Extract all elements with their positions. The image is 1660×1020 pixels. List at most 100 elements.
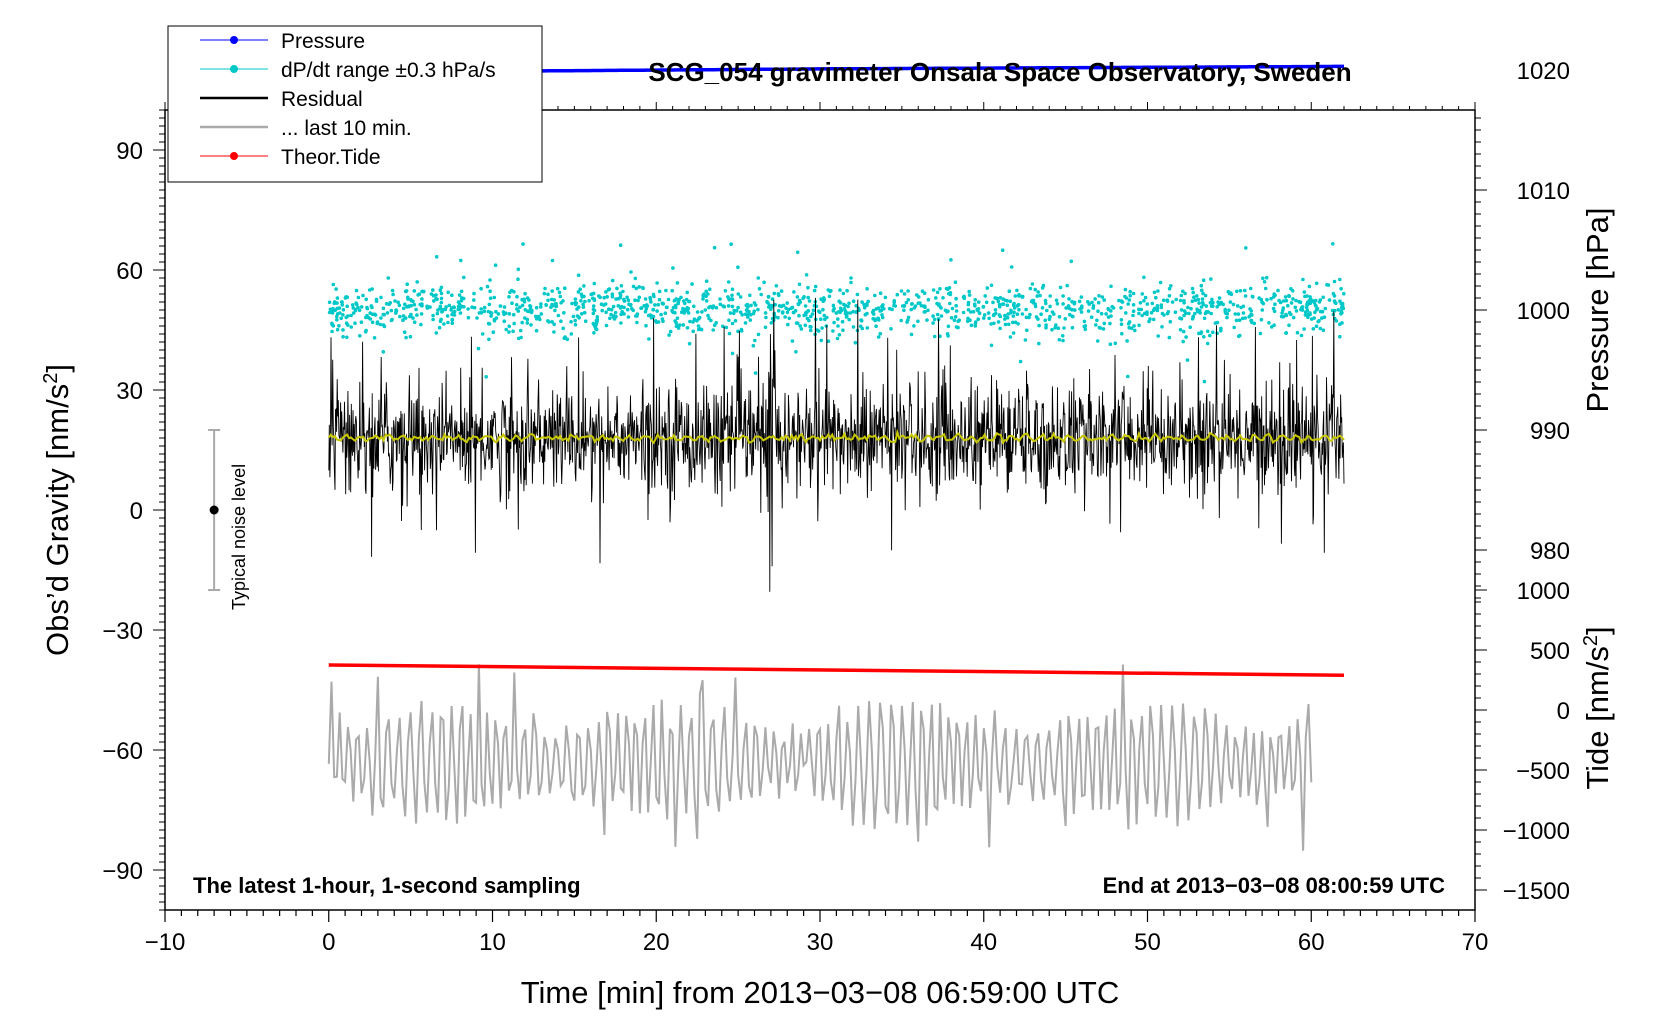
y-left-axis: 90 60 30 0 −30 −60 −90 bbox=[102, 109, 165, 911]
dpdt-point bbox=[631, 284, 636, 289]
dpdt-point bbox=[967, 293, 972, 297]
dpdt-point bbox=[661, 302, 665, 306]
dpdt-point bbox=[727, 318, 731, 323]
dpdt-point bbox=[652, 294, 656, 299]
dpdt-point bbox=[1248, 286, 1253, 291]
dpdt-point bbox=[1197, 331, 1201, 336]
dpdt-point bbox=[441, 307, 446, 312]
dpdt-point bbox=[877, 318, 881, 322]
dpdt-point bbox=[1333, 300, 1337, 305]
dpdt-point bbox=[552, 298, 556, 302]
dpdt-point bbox=[1305, 294, 1309, 298]
dpdt-point bbox=[409, 299, 414, 303]
dpdt-point bbox=[611, 304, 616, 309]
dpdt-point bbox=[488, 289, 492, 294]
legend: Pressure dP/dt range ±0.3 hPa/s Residual..… bbox=[167, 25, 543, 183]
dpdt-point bbox=[412, 289, 417, 293]
dpdt-point bbox=[714, 321, 718, 325]
dpdt-point bbox=[973, 320, 978, 324]
dpdt-point bbox=[701, 297, 705, 301]
dpdt-point bbox=[1057, 315, 1062, 319]
dpdt-point bbox=[797, 313, 801, 318]
dpdt-point bbox=[1064, 306, 1068, 310]
dpdt-point bbox=[1258, 331, 1263, 336]
dpdt-point bbox=[740, 313, 744, 317]
y-left-tick-label: 90 bbox=[116, 138, 143, 165]
dpdt-point bbox=[659, 312, 663, 317]
dpdt-point bbox=[967, 289, 971, 294]
dpdt-point bbox=[1043, 318, 1047, 323]
dpdt-point bbox=[1120, 300, 1125, 304]
dpdt-point bbox=[563, 286, 567, 291]
dpdt-point bbox=[976, 317, 980, 322]
dpdt-point bbox=[936, 303, 941, 307]
dpdt-point bbox=[983, 294, 987, 298]
dpdt-point bbox=[434, 293, 438, 297]
dpdt-point bbox=[550, 258, 555, 263]
dpdt-point bbox=[1170, 300, 1175, 304]
dpdt-point bbox=[404, 335, 408, 340]
dpdt-point bbox=[840, 319, 845, 324]
dpdt-point bbox=[337, 324, 341, 328]
dpdt-point bbox=[1023, 338, 1028, 342]
dpdt-point bbox=[1208, 333, 1212, 338]
dpdt-point bbox=[847, 317, 851, 322]
dpdt-point bbox=[880, 315, 885, 320]
dpdt-point bbox=[671, 266, 675, 270]
dpdt-point bbox=[1078, 307, 1082, 311]
dpdt-point bbox=[987, 316, 991, 321]
dpdt-point bbox=[350, 303, 355, 307]
dpdt-point bbox=[1067, 297, 1071, 301]
dpdt-point bbox=[1340, 321, 1344, 325]
dpdt-point bbox=[1289, 287, 1293, 291]
dpdt-point bbox=[769, 307, 773, 312]
dpdt-point bbox=[841, 328, 845, 333]
dpdt-point bbox=[954, 309, 959, 313]
dpdt-point bbox=[882, 307, 886, 311]
dpdt-point bbox=[765, 299, 769, 304]
dpdt-point bbox=[491, 330, 496, 335]
dpdt-point bbox=[975, 307, 979, 312]
dpdt-point bbox=[845, 288, 849, 293]
dpdt-point bbox=[909, 332, 914, 337]
dpdt-point bbox=[707, 316, 711, 321]
dpdt-point bbox=[462, 275, 466, 280]
dpdt-point bbox=[634, 286, 639, 291]
dpdt-point bbox=[1217, 296, 1222, 300]
dpdt-point bbox=[772, 291, 777, 296]
dpdt-point bbox=[1190, 317, 1195, 321]
dpdt-point bbox=[600, 308, 604, 313]
dpdt-point bbox=[736, 329, 740, 334]
dpdt-point bbox=[1269, 296, 1273, 301]
dpdt-point bbox=[480, 332, 485, 336]
dpdt-point bbox=[851, 325, 856, 329]
dpdt-point bbox=[1082, 319, 1087, 324]
dpdt-point bbox=[953, 315, 958, 319]
dpdt-point bbox=[704, 289, 708, 294]
dpdt-point bbox=[1056, 326, 1061, 331]
dpdt-point bbox=[639, 306, 644, 310]
dpdt-point bbox=[811, 308, 816, 313]
dpdt-point bbox=[1311, 327, 1316, 331]
dpdt-point bbox=[873, 293, 877, 298]
dpdt-point bbox=[824, 324, 829, 328]
chart-title: SCG_054 gravimeter Onsala Space Observat… bbox=[648, 57, 1351, 87]
dpdt-point bbox=[492, 295, 497, 300]
dpdt-point bbox=[1183, 291, 1187, 296]
dpdt-point bbox=[487, 337, 491, 342]
dpdt-point bbox=[403, 289, 408, 294]
dpdt-point bbox=[732, 311, 736, 316]
dpdt-point bbox=[1272, 323, 1276, 328]
dpdt-point bbox=[821, 299, 825, 304]
dpdt-point bbox=[724, 325, 729, 330]
dpdt-point bbox=[810, 312, 815, 316]
dpdt-point bbox=[1020, 312, 1025, 316]
dpdt-point bbox=[351, 306, 356, 310]
dpdt-point bbox=[743, 321, 748, 325]
dpdt-point bbox=[1028, 286, 1033, 291]
dpdt-point bbox=[649, 315, 654, 320]
dpdt-point bbox=[643, 297, 648, 301]
dpdt-point bbox=[523, 291, 527, 296]
legend-label: Residual bbox=[281, 88, 363, 111]
pressure-tick-label: 990 bbox=[1530, 418, 1570, 445]
